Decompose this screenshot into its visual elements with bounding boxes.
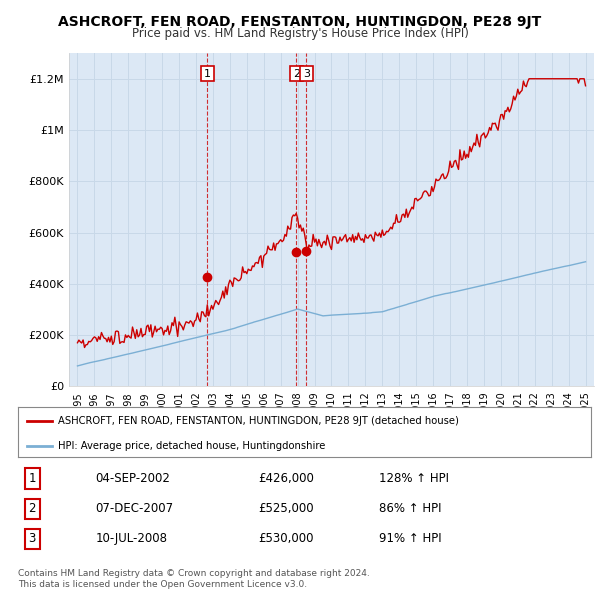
Text: 04-SEP-2002: 04-SEP-2002 [95,472,170,485]
Text: Contains HM Land Registry data © Crown copyright and database right 2024.
This d: Contains HM Land Registry data © Crown c… [18,569,370,589]
Text: 2: 2 [293,68,300,78]
Text: ASHCROFT, FEN ROAD, FENSTANTON, HUNTINGDON, PE28 9JT: ASHCROFT, FEN ROAD, FENSTANTON, HUNTINGD… [58,15,542,29]
Text: 3: 3 [303,68,310,78]
Text: ASHCROFT, FEN ROAD, FENSTANTON, HUNTINGDON, PE28 9JT (detached house): ASHCROFT, FEN ROAD, FENSTANTON, HUNTINGD… [58,415,459,425]
Text: 07-DEC-2007: 07-DEC-2007 [95,502,173,515]
Text: £530,000: £530,000 [259,532,314,545]
Text: 1: 1 [29,472,36,485]
Text: £525,000: £525,000 [259,502,314,515]
Text: Price paid vs. HM Land Registry's House Price Index (HPI): Price paid vs. HM Land Registry's House … [131,27,469,40]
Text: 10-JUL-2008: 10-JUL-2008 [95,532,167,545]
Text: 3: 3 [29,532,36,545]
Text: 1: 1 [204,68,211,78]
Text: £426,000: £426,000 [259,472,314,485]
Text: 86% ↑ HPI: 86% ↑ HPI [379,502,442,515]
Text: 2: 2 [29,502,36,515]
Text: HPI: Average price, detached house, Huntingdonshire: HPI: Average price, detached house, Hunt… [58,441,325,451]
Text: 128% ↑ HPI: 128% ↑ HPI [379,472,449,485]
Text: 91% ↑ HPI: 91% ↑ HPI [379,532,442,545]
